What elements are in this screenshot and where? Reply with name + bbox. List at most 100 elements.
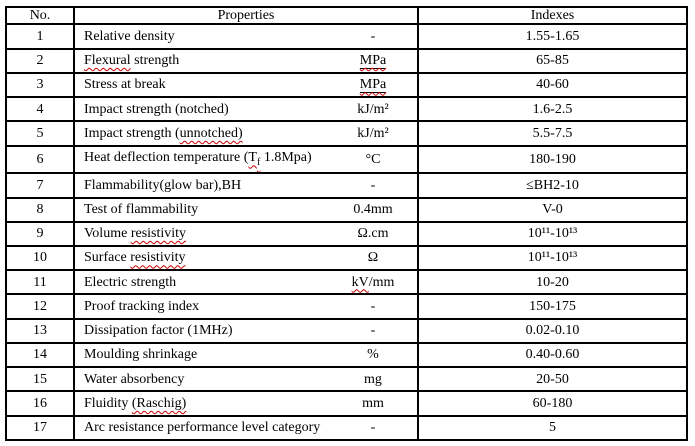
text-segment: Surface — [84, 250, 131, 266]
property-wrap: Stress at break MPa — [76, 77, 416, 94]
property-wrap: Flammability(glow bar),BH - — [76, 178, 416, 193]
property-cell: Surface resistivity Ω — [73, 244, 419, 272]
text-segment-marked: (Raschig) — [131, 395, 187, 411]
text-segment: Dissipation factor (1MHz) — [84, 323, 233, 339]
property-wrap: Impact strength (unnotched) kJ/m² — [76, 126, 416, 141]
property-unit: - — [333, 299, 413, 314]
property-cell: Impact strength (notched) kJ/m² — [73, 96, 419, 123]
text-segment: mm — [362, 395, 384, 411]
property-wrap: Surface resistivity Ω — [76, 250, 416, 266]
property-cell: Relative density - — [73, 23, 419, 50]
row-number-cell: 7 — [5, 172, 75, 199]
table-row: 16 Fluidity (Raschig) mm 60-180 — [5, 390, 688, 417]
table-row: 1 Relative density - 1.55-1.65 — [5, 23, 688, 50]
property-cell: Moulding shrinkage% — [73, 341, 419, 369]
row-number-cell: 3 — [5, 71, 75, 99]
property-name: Impact strength (unnotched) — [84, 126, 333, 141]
text-segment-marked: unnotched) — [179, 125, 243, 141]
property-wrap: Arc resistance performance level categor… — [76, 420, 416, 435]
property-wrap: Volume resistivity Ω.cm — [76, 226, 416, 242]
property-name: Dissipation factor (1MHz) — [84, 323, 333, 338]
property-name: Volume resistivity — [84, 226, 333, 241]
property-wrap: Heat deflection temperature (Tf 1.8Mpa) °… — [76, 150, 416, 169]
text-segment: Heat deflection temperature ( — [84, 150, 249, 166]
row-number-cell: 8 — [5, 196, 75, 223]
text-segment: Fluidity — [84, 395, 132, 411]
index-value-cell: 180-190 — [417, 144, 688, 175]
property-name: Flexural strength — [84, 53, 333, 68]
text-segment: % — [367, 347, 379, 363]
property-unit: - — [333, 420, 413, 435]
text-segment: Flammability(glow bar),BH — [84, 177, 242, 193]
text-segment: Volume — [84, 226, 131, 242]
text-segment: - — [370, 323, 376, 339]
index-value-cell: 65-85 — [417, 47, 688, 74]
table-row: 2 Flexural strength MPa 65-85 — [5, 47, 688, 74]
text-segment: Ω.cm — [357, 226, 389, 242]
property-name: Flammability(glow bar),BH — [84, 178, 333, 193]
row-number-cell: 5 — [5, 120, 75, 147]
header-cell-no: No. — [5, 5, 75, 26]
text-segment: - — [370, 420, 376, 436]
table-row: 11 Electric strength kV/mm 10-20 — [5, 269, 688, 296]
property-cell: Stress at break MPa — [73, 71, 419, 99]
property-wrap: Electric strength kV/mm — [76, 274, 416, 290]
table-row: 8 Test of flammability 0.4mm V-0 — [5, 196, 688, 223]
text-segment: - — [370, 28, 376, 44]
text-segment: Moulding shrinkage — [84, 347, 198, 363]
index-value-cell: 5.5-7.5 — [417, 120, 688, 147]
text-segment: 0.4mm — [353, 201, 393, 217]
index-value-cell: 1.55-1.65 — [417, 23, 688, 50]
text-segment: Impact strength ( — [84, 125, 180, 141]
property-name: Moulding shrinkage — [84, 347, 333, 362]
table-row: 7 Flammability(glow bar),BH - ≤BH2-10 — [5, 172, 688, 199]
table-row: 4 Impact strength (notched) kJ/m² 1.6-2.5 — [5, 96, 688, 123]
property-cell: Fluidity (Raschig) mm — [73, 390, 419, 417]
table-row: 14 Moulding shrinkage% 0.40-0.60 — [5, 341, 688, 369]
header-cell-indexes: Indexes — [417, 5, 688, 26]
property-wrap: Fluidity (Raschig) mm — [76, 395, 416, 411]
property-unit: mg — [333, 372, 413, 387]
property-cell: Flammability(glow bar),BH - — [73, 172, 419, 199]
property-name: Relative density — [84, 29, 333, 44]
text-segment-marked: kV — [351, 274, 369, 290]
row-number-cell: 1 — [5, 23, 75, 50]
row-number-cell: 15 — [5, 366, 75, 393]
text-segment: Relative density — [84, 28, 175, 44]
property-cell: Water absorbency mg — [73, 366, 419, 393]
table-body: 1 Relative density - 1.55-1.65 2 Flexural str… — [5, 23, 688, 442]
property-unit: Ω — [333, 250, 413, 265]
table-row: 9 Volume resistivity Ω.cm 10¹¹-10¹³ — [5, 220, 688, 247]
text-segment: Stress at break — [84, 77, 166, 93]
property-unit: kJ/m² — [333, 102, 413, 117]
property-unit: °C — [333, 152, 413, 167]
text-segment: kJ/m² — [357, 101, 389, 117]
property-name: Impact strength (notched) — [84, 102, 333, 117]
text-segment-marked: f — [256, 157, 261, 169]
property-name: Water absorbency — [84, 372, 333, 387]
table-row: 17 Arc resistance performance level categ… — [5, 414, 688, 442]
property-unit: MPa — [333, 53, 413, 70]
index-value-cell: 10-20 — [417, 269, 688, 296]
text-segment-marked: resistivity — [130, 250, 186, 266]
table-header: No. Properties Indexes — [5, 5, 688, 26]
row-number-cell: 16 — [5, 390, 75, 417]
row-number-cell: 13 — [5, 317, 75, 344]
index-value-cell: 10¹¹-10¹³ — [417, 244, 688, 272]
index-value-cell: 5 — [417, 414, 688, 442]
property-cell: Proof tracking index - — [73, 293, 419, 320]
property-name: Stress at break — [84, 77, 333, 92]
property-name: Test of flammability — [84, 202, 333, 217]
property-cell: Test of flammability 0.4mm — [73, 196, 419, 223]
index-value-cell: ≤BH2-10 — [417, 172, 688, 199]
table-row: 15 Water absorbency mg 20-50 — [5, 366, 688, 393]
property-unit: mm — [333, 396, 413, 411]
text-segment: °C — [365, 151, 381, 167]
table-row: 6 Heat deflection temperature (Tf 1.8Mpa)… — [5, 144, 688, 175]
text-segment: Electric strength — [84, 274, 177, 290]
table-row: 10 Surface resistivity Ω 10¹¹-10¹³ — [5, 244, 688, 272]
text-segment: mg — [364, 371, 382, 387]
row-number-cell: 6 — [5, 144, 75, 175]
property-cell: Heat deflection temperature (Tf 1.8Mpa) °… — [73, 144, 419, 175]
property-unit: % — [333, 347, 413, 362]
